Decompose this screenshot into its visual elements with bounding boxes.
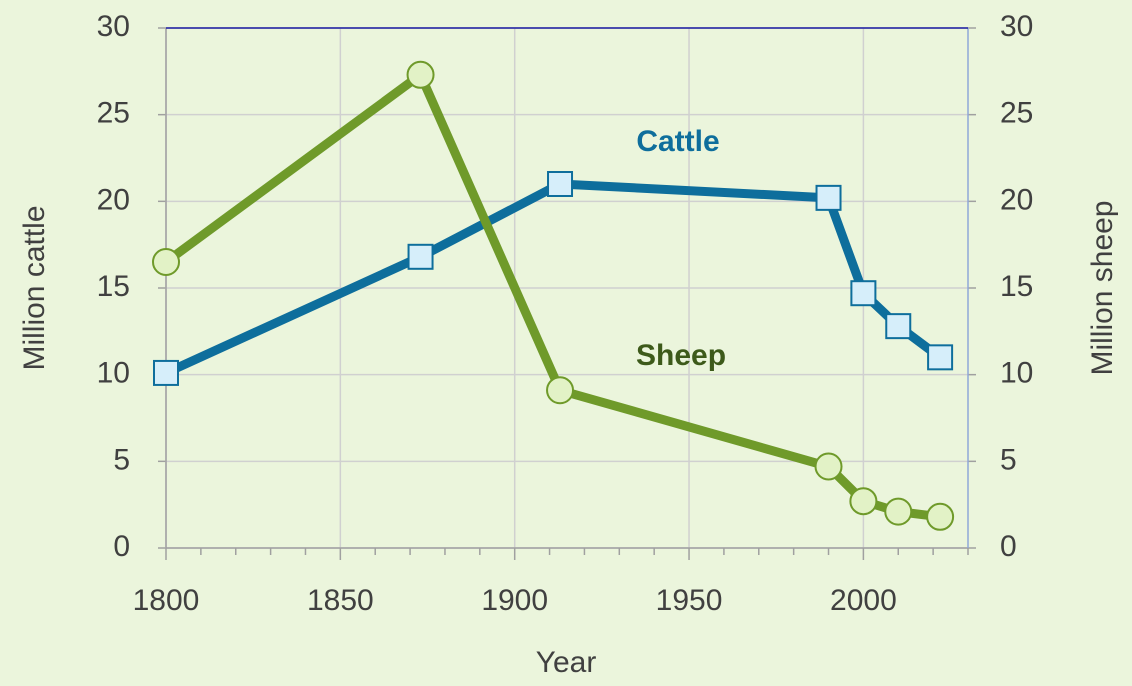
y-tick-label: 5 xyxy=(113,443,130,476)
x-tick-label: 1900 xyxy=(481,584,548,617)
marker xyxy=(884,497,913,526)
marker xyxy=(815,184,842,211)
y-axis-title: Million cattle xyxy=(18,205,51,370)
series-label: Sheep xyxy=(636,339,726,372)
x-tick-label: 1800 xyxy=(133,584,200,617)
y2-tick-label: 10 xyxy=(1000,357,1033,390)
y-tick-label: 0 xyxy=(113,530,130,563)
marker xyxy=(885,313,912,340)
y-tick-label: 25 xyxy=(97,97,130,130)
x-tick-label: 1950 xyxy=(656,584,723,617)
y-tick-label: 30 xyxy=(97,10,130,43)
y2-tick-label: 25 xyxy=(1000,97,1033,130)
x-tick-label: 1850 xyxy=(307,584,374,617)
series-label: Cattle xyxy=(636,125,719,158)
x-axis-title: Year xyxy=(536,646,597,679)
marker xyxy=(814,452,843,481)
y2-tick-label: 20 xyxy=(1000,183,1033,216)
y-tick-label: 15 xyxy=(97,270,130,303)
marker xyxy=(406,60,435,89)
y-tick-label: 20 xyxy=(97,183,130,216)
marker xyxy=(153,359,179,386)
y-tick-label: 10 xyxy=(97,357,130,390)
marker xyxy=(152,248,180,276)
y2-tick-label: 30 xyxy=(1000,10,1033,43)
marker xyxy=(547,171,574,197)
y2-axis-title: Million sheep xyxy=(1086,200,1119,375)
y2-tick-label: 5 xyxy=(1000,443,1017,476)
y2-tick-label: 15 xyxy=(1000,270,1033,303)
marker xyxy=(849,487,878,516)
marker xyxy=(850,280,877,307)
marker xyxy=(407,243,434,270)
marker xyxy=(927,344,954,371)
marker xyxy=(546,376,575,405)
x-tick-label: 2000 xyxy=(830,584,897,617)
y2-tick-label: 0 xyxy=(1000,530,1017,563)
marker xyxy=(926,502,955,531)
